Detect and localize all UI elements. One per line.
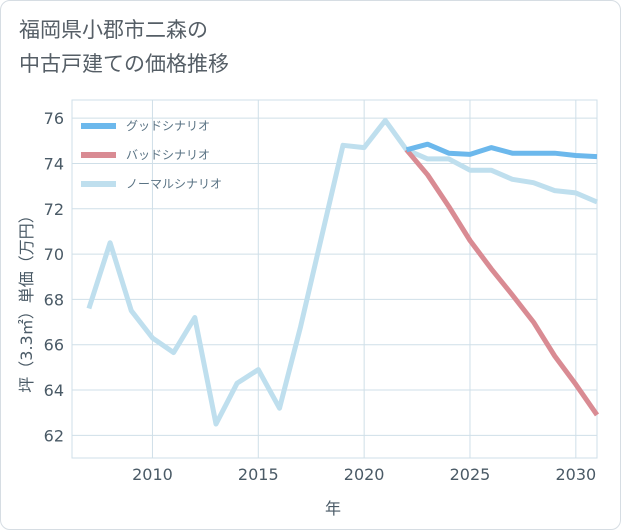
chart-title: 福岡県小郡市二森の 中古戸建ての価格推移 (19, 13, 229, 81)
y-axis-title: 坪（3.3㎡）単価（万円） (17, 207, 36, 392)
y-tick-label: 72 (44, 200, 64, 219)
y-tick-label: 70 (44, 245, 64, 264)
y-tick-label: 76 (44, 109, 64, 128)
x-tick-label: 2025 (450, 465, 491, 484)
chart-title-line-2: 中古戸建ての価格推移 (19, 52, 229, 76)
axis-ticks: 62 64 66 68 70 72 74 76 2010 2015 2020 2025 2030 (44, 109, 597, 484)
legend-good-label: グッドシナリオ (126, 119, 210, 133)
y-tick-label: 62 (44, 426, 64, 445)
x-tick-label: 2030 (555, 465, 596, 484)
x-tick-label: 2015 (238, 465, 279, 484)
x-tick-label: 2020 (344, 465, 385, 484)
y-tick-label: 74 (44, 154, 64, 173)
y-tick-label: 64 (44, 381, 64, 400)
x-axis-title: 年 (325, 499, 341, 518)
legend-normal-label: ノーマルシナリオ (126, 177, 222, 191)
bad-scenario-line (404, 148, 600, 417)
good-scenario-line (405, 141, 598, 160)
y-tick-label: 68 (44, 290, 64, 309)
y-tick-label: 66 (44, 336, 64, 355)
legend-bad-label: バッドシナリオ (126, 148, 210, 162)
plot-area-frame (71, 99, 598, 459)
x-tick-label: 2010 (132, 465, 173, 484)
series-lines (86, 117, 600, 427)
chart-title-line-1: 福岡県小郡市二森の (19, 18, 208, 42)
normal-scenario-line (86, 117, 598, 427)
